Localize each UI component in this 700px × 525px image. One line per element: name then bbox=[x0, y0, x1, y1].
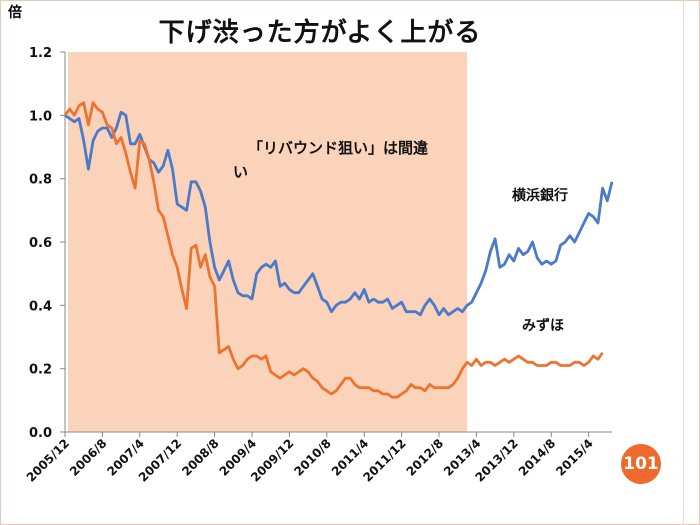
y-tick-label: 1.0 bbox=[29, 109, 52, 124]
series-line-mizuho bbox=[63, 101, 604, 399]
chart-title: 下げ渋った方がよく上がる bbox=[158, 18, 482, 48]
y-tick-label: 0.6 bbox=[29, 236, 52, 251]
x-tick-label: 2010/8 bbox=[291, 436, 334, 479]
y-tick-label: 0.8 bbox=[29, 173, 52, 188]
y-tick-label: 0.0 bbox=[29, 426, 52, 441]
y-tick-label: 0.2 bbox=[29, 363, 52, 378]
slide-right-edge bbox=[683, 0, 700, 525]
y-tick-label: 1.2 bbox=[29, 46, 52, 61]
y-axis-unit-label: 倍 bbox=[8, 5, 22, 21]
legend-label-yokohama: 横浜銀行 bbox=[512, 187, 568, 204]
y-tick-label: 0.4 bbox=[29, 299, 52, 314]
x-tick-label: 2012/8 bbox=[404, 436, 447, 479]
highlight-annotation-line2: い bbox=[233, 163, 248, 181]
x-axis: 2005/122006/82007/42007/122008/82009/420… bbox=[24, 431, 612, 485]
x-tick-label: 2005/12 bbox=[24, 436, 72, 484]
legend-label-mizuho: みずほ bbox=[522, 317, 564, 334]
series-line-yokohama bbox=[64, 110, 614, 317]
highlight-annotation-line1: 「リバウンド狙い」は間違 bbox=[248, 139, 428, 157]
y-axis: 0.0 0.2 0.4 0.6 0.8 1.0 1.2 bbox=[29, 46, 66, 441]
x-tick-label: 2008/8 bbox=[179, 436, 222, 479]
highlight-region bbox=[68, 52, 468, 432]
x-tick-label: 2015/4 bbox=[553, 436, 596, 479]
page-number-badge: 101 bbox=[621, 444, 661, 484]
x-tick-label: 2006/8 bbox=[67, 436, 110, 479]
x-tick-label: 2014/8 bbox=[516, 436, 559, 479]
